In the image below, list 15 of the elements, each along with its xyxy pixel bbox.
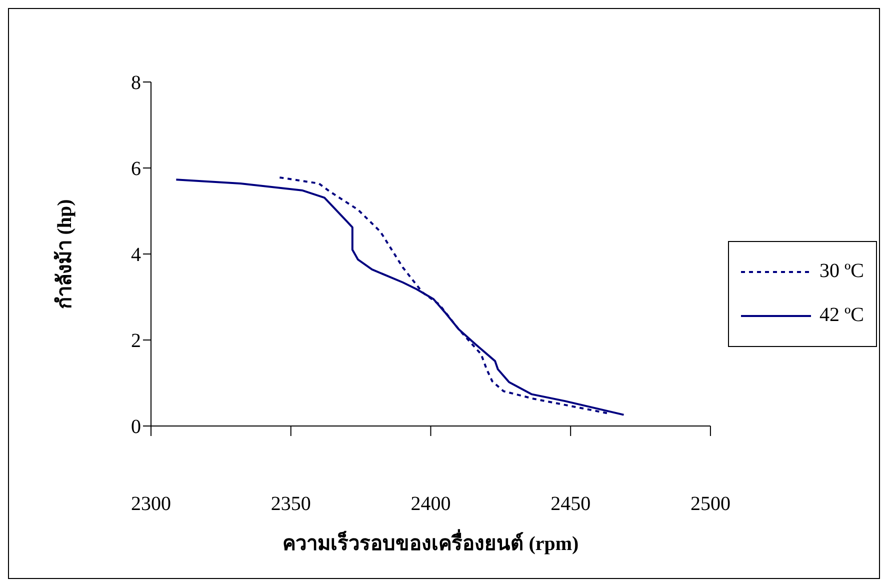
y-axis-title: กำลังม้า (hp) [53, 199, 76, 309]
x-tick-label: 2500 [690, 493, 730, 516]
legend-label: 30 ºC [819, 260, 864, 283]
y-tick-label: 4 [131, 244, 141, 266]
line-series [175, 178, 625, 416]
x-tick-label: 2400 [410, 493, 451, 516]
x-tick-label: 2450 [550, 493, 591, 516]
x-tick-label: 2350 [270, 493, 311, 516]
y-tick-label: 8 [131, 72, 141, 94]
x-axis-title: ความเร็วรอบของเครื่องยนต์ (rpm) [282, 528, 579, 555]
y-tick-label: 2 [131, 330, 141, 352]
y-tick-label: 6 [131, 158, 141, 180]
x-tick-label: 2300 [131, 493, 171, 516]
legend-label: 42 ºC [819, 304, 864, 327]
y-tick-label: 0 [131, 416, 141, 438]
